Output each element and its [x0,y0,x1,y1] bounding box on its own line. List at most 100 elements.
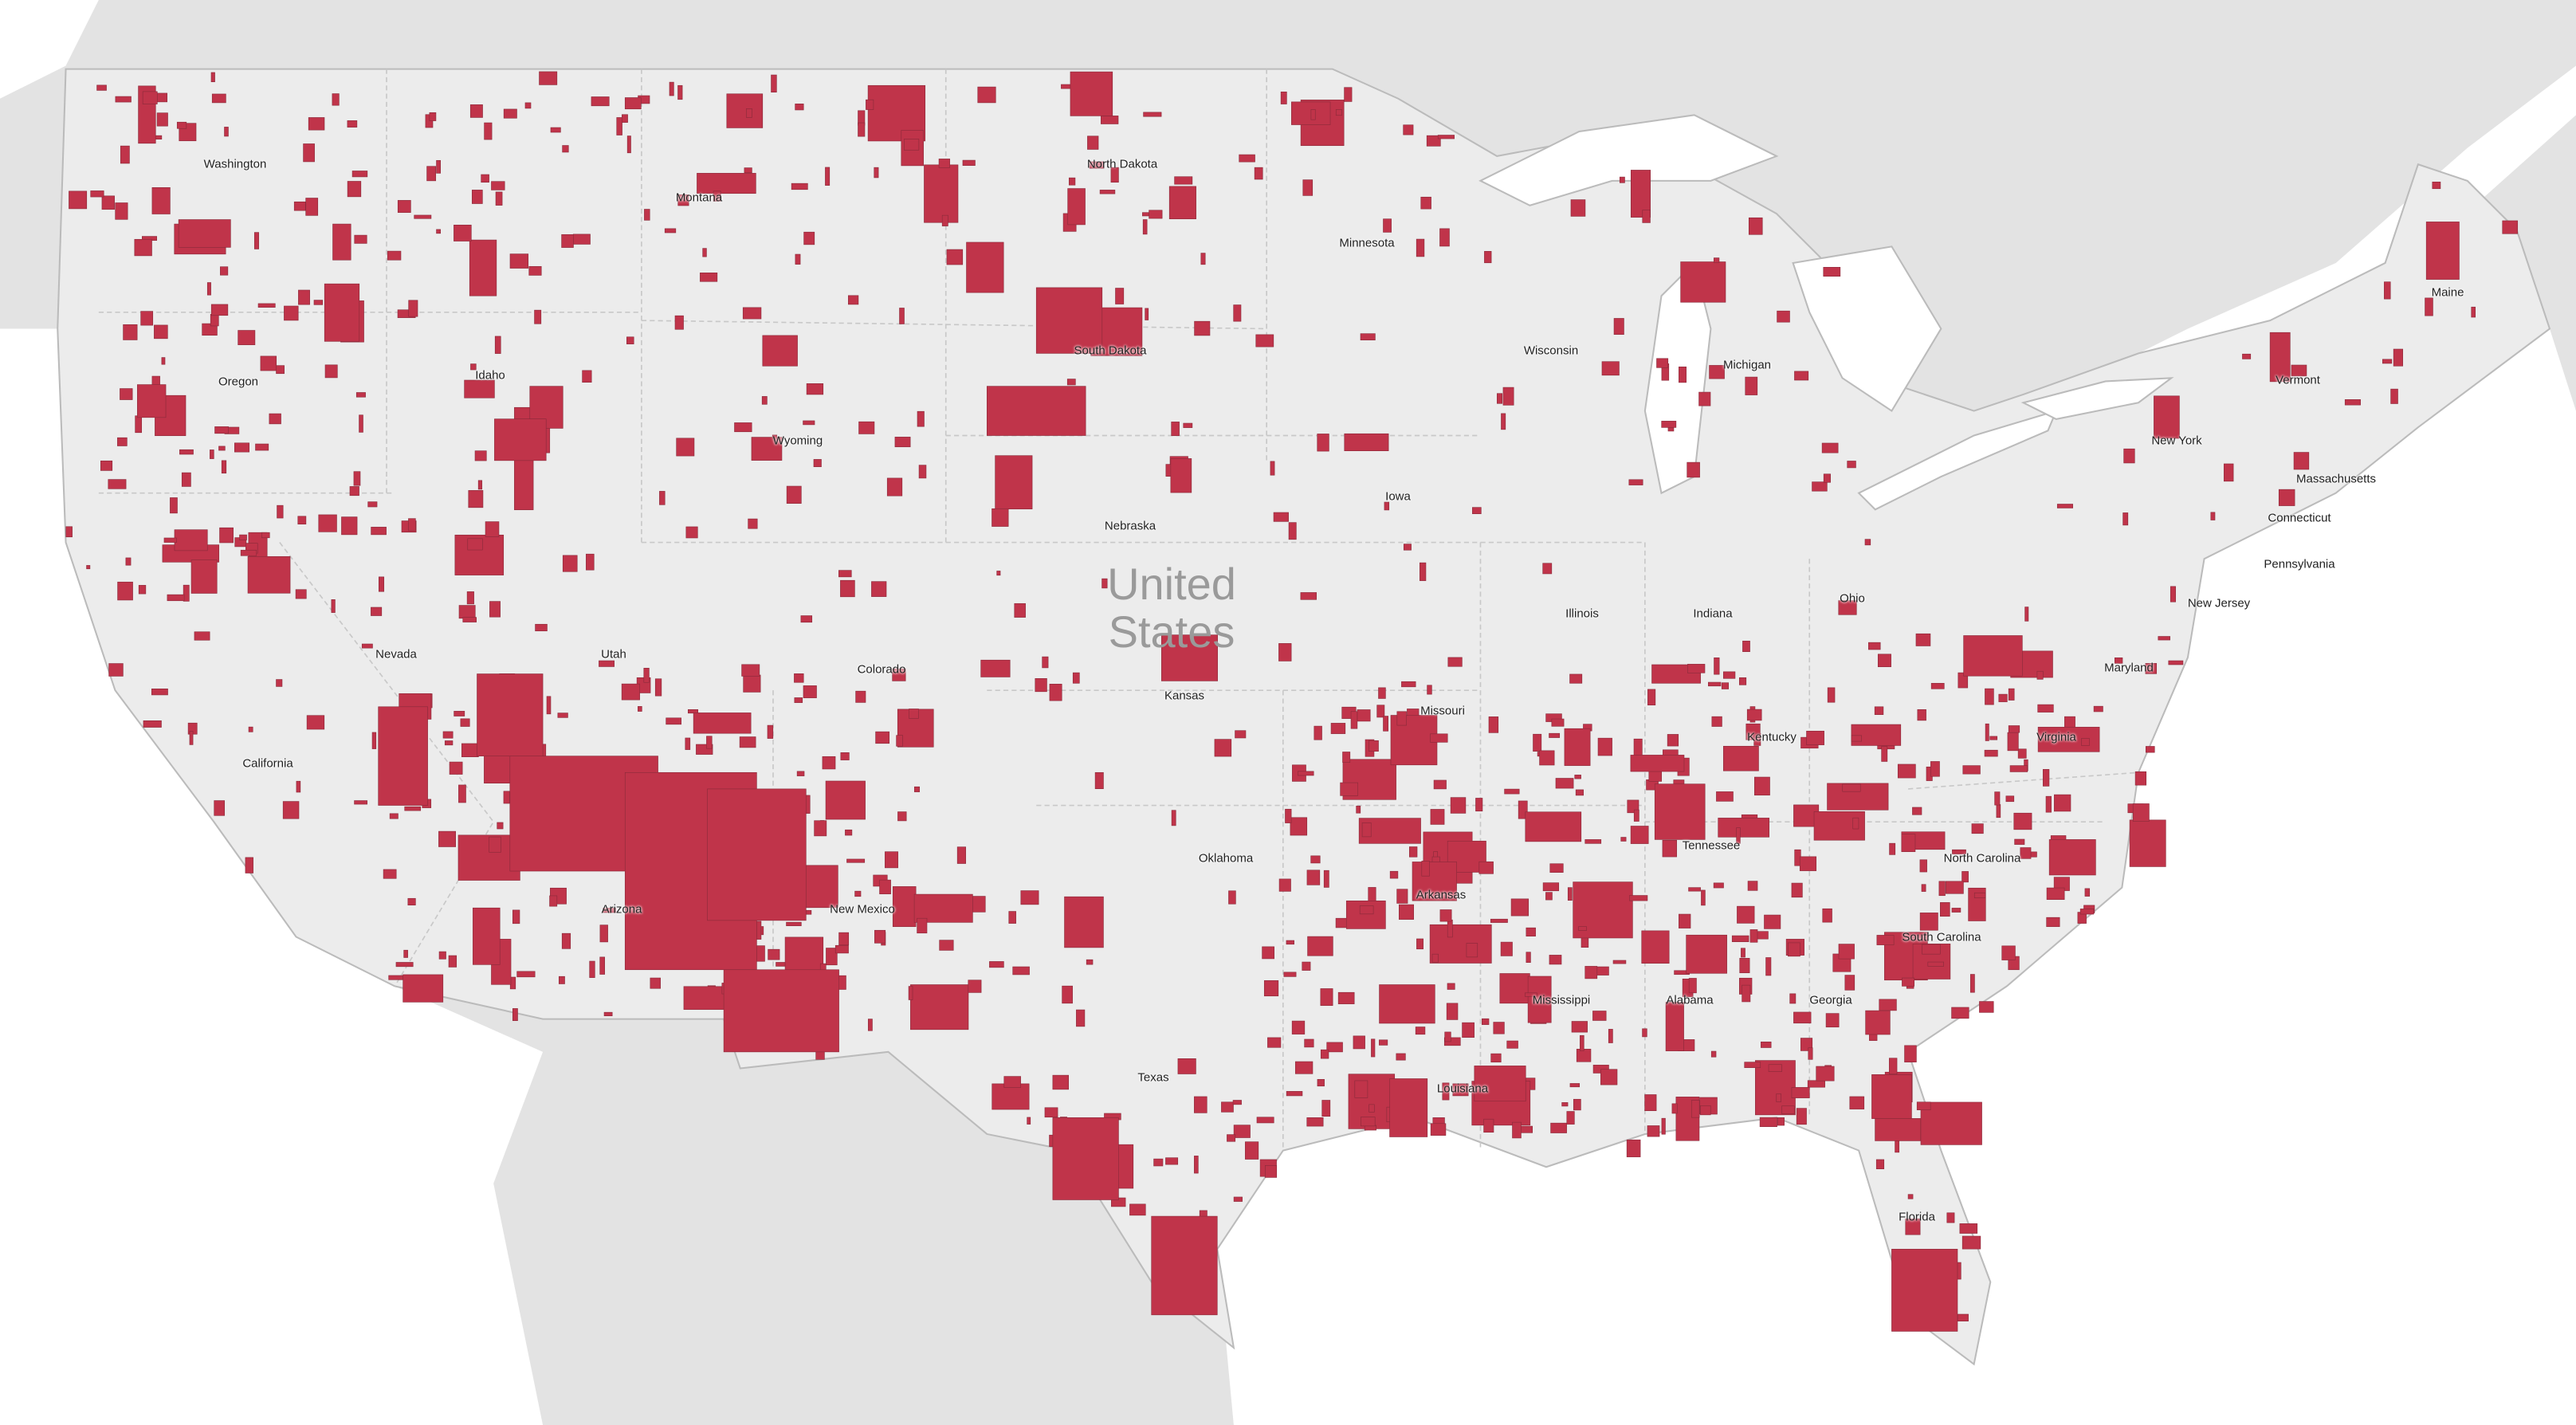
highlighted-county [516,971,536,978]
highlighted-county [1228,890,1236,905]
highlighted-county [261,532,270,539]
highlighted-county [677,84,683,100]
highlighted-county [2005,795,2015,803]
highlighted-county [1851,724,1902,746]
highlighted-county [1512,1121,1522,1139]
highlighted-county [2170,586,2176,603]
highlighted-county [1753,732,1761,746]
highlighted-county [2278,489,2295,506]
state-label-south-carolina: South Carolina [1902,930,1981,944]
highlighted-county [855,690,866,703]
highlighted-county [539,71,558,85]
state-label-illinois: Illinois [1565,607,1599,621]
highlighted-county [253,232,259,249]
highlighted-county [1415,1027,1426,1035]
highlighted-county [2054,794,2071,812]
highlighted-county [1027,1117,1031,1125]
highlighted-county [1035,287,1103,354]
highlighted-county [624,97,642,110]
highlighted-county [318,514,337,532]
highlighted-county [795,104,804,111]
highlighted-county [1437,135,1455,139]
highlighted-county [295,589,307,599]
highlighted-county [2129,819,2166,867]
highlighted-county [1647,689,1656,706]
highlighted-county [1254,167,1263,180]
highlighted-county [1919,859,1927,873]
highlighted-county [603,908,616,913]
highlighted-county [1488,716,1499,733]
highlighted-county [255,443,269,451]
highlighted-county [1875,1118,1922,1141]
highlighted-county [987,386,1086,436]
highlighted-county [659,491,666,505]
lake-ontario [2020,377,2174,420]
highlighted-county [389,813,399,819]
highlighted-county [1714,257,1720,263]
highlighted-county [1288,522,1297,540]
highlighted-county [1838,600,1857,615]
highlighted-county [1701,889,1706,906]
state-label-new-jersey: New Jersey [2187,596,2251,610]
highlighted-county [2242,353,2252,359]
highlighted-county [503,791,510,804]
highlighted-county [1227,1134,1236,1142]
highlighted-county [1580,1034,1584,1051]
highlighted-county [1722,671,1736,679]
highlighted-county [1799,856,1817,871]
highlighted-county [1930,682,1945,689]
highlighted-county [1376,705,1385,718]
highlighted-county [1383,218,1392,233]
state-label-indiana: Indiana [1693,607,1733,621]
highlighted-county [1722,745,1759,771]
state-label-nevada: Nevada [375,647,417,661]
highlighted-county [239,534,247,540]
highlighted-county [2093,705,2103,712]
highlighted-county [992,1083,1030,1110]
highlighted-county [1612,960,1627,964]
highlighted-county [210,449,214,459]
highlighted-county [1427,685,1432,695]
highlighted-county [616,117,622,135]
highlighted-county [946,249,964,265]
highlighted-county [1360,333,1376,340]
highlighted-county [677,194,689,206]
highlighted-county [1613,318,1624,335]
state-label-idaho: Idaho [475,368,505,383]
highlighted-county [179,449,194,455]
highlighted-county [654,678,662,697]
highlighted-county [1739,677,1747,685]
highlighted-county [1003,1076,1021,1088]
highlighted-county [1326,1042,1343,1053]
highlighted-county [462,617,477,622]
highlighted-county [269,413,281,425]
atlantic-gulf-water [1217,328,2576,1425]
highlighted-county [1539,750,1555,766]
highlighted-county [741,664,760,677]
highlighted-county [1291,1020,1306,1034]
state-label-pennsylvania: Pennsylvania [2264,557,2335,571]
highlighted-county [1907,1194,1914,1199]
highlighted-county [1901,834,1916,852]
highlighted-county [908,986,913,1000]
highlighted-county [1765,957,1772,976]
highlighted-county [768,948,780,960]
highlighted-county [1518,800,1528,819]
highlighted-county [1379,984,1435,1024]
highlighted-county [1344,433,1389,451]
highlighted-county [408,300,418,317]
highlighted-county [2036,670,2044,680]
highlighted-county [1170,458,1192,493]
highlighted-county [276,365,285,375]
highlighted-county [621,683,640,701]
state-label-iowa: Iowa [1385,489,1411,504]
highlighted-county [962,159,976,166]
highlighted-county [1368,887,1376,902]
highlighted-county [1533,733,1542,752]
highlighted-county [1927,961,1944,967]
highlighted-county [469,104,483,118]
highlighted-county [644,209,650,221]
highlighted-county [1777,310,1790,323]
